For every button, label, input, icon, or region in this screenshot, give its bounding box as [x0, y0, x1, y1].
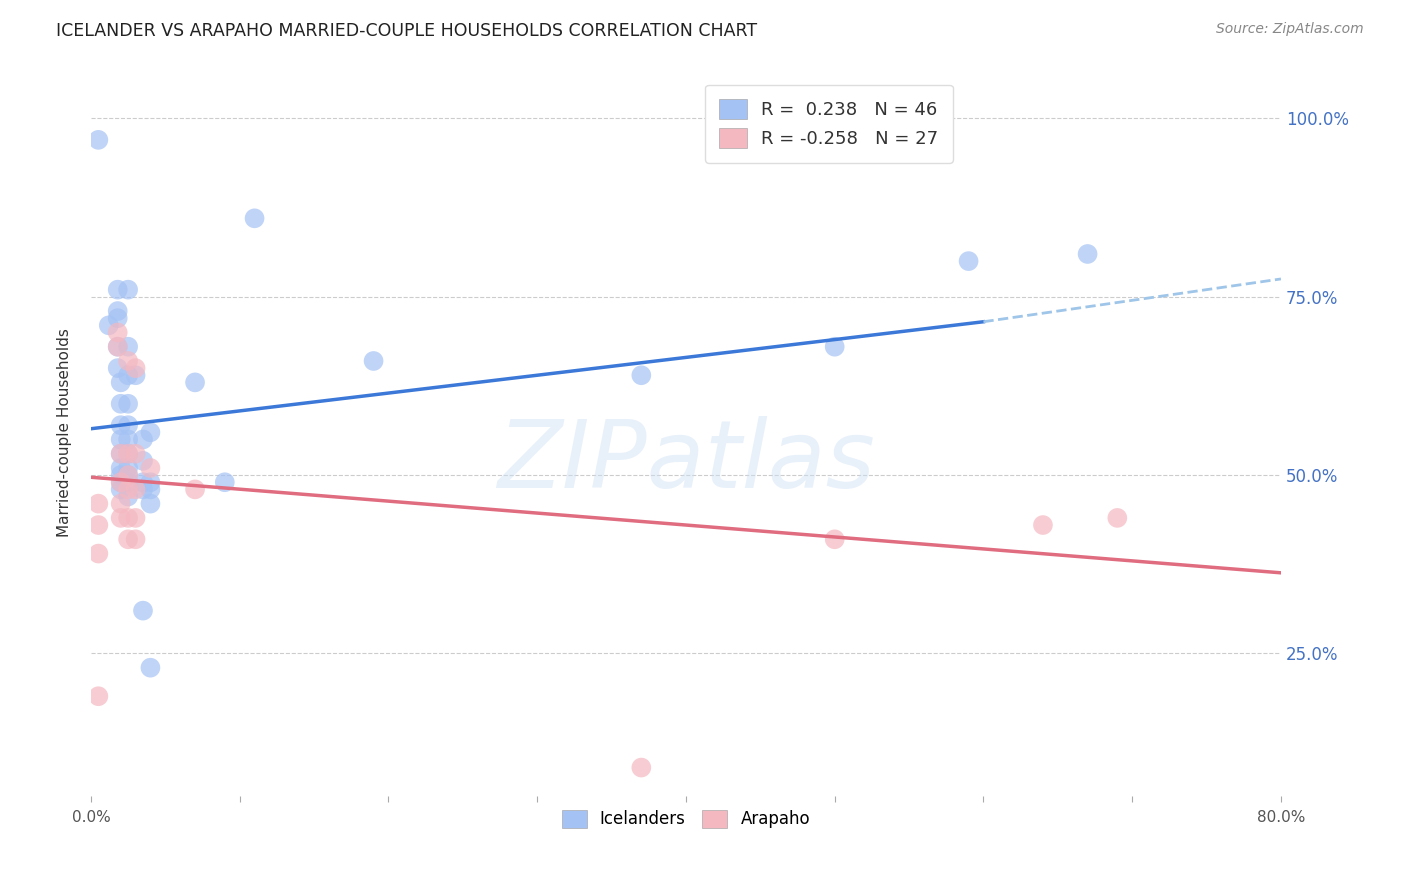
Point	[139, 497, 162, 511]
Point	[87, 133, 110, 147]
Point	[110, 447, 132, 461]
Point	[117, 533, 139, 547]
Point	[824, 340, 846, 354]
Point	[117, 418, 139, 433]
Text: ZIPatlas: ZIPatlas	[496, 416, 875, 507]
Point	[110, 397, 132, 411]
Point	[117, 475, 139, 490]
Point	[124, 511, 146, 525]
Point	[139, 425, 162, 440]
Point	[110, 483, 132, 497]
Legend: Icelanders, Arapaho: Icelanders, Arapaho	[555, 803, 817, 835]
Point	[124, 361, 146, 376]
Point	[110, 447, 132, 461]
Point	[110, 376, 132, 390]
Point	[117, 490, 139, 504]
Point	[117, 397, 139, 411]
Point	[110, 511, 132, 525]
Point	[139, 483, 162, 497]
Point	[124, 447, 146, 461]
Point	[117, 468, 139, 483]
Point	[214, 475, 236, 490]
Point	[363, 354, 385, 368]
Point	[117, 354, 139, 368]
Y-axis label: Married-couple Households: Married-couple Households	[58, 328, 72, 537]
Point	[87, 497, 110, 511]
Point	[139, 475, 162, 490]
Point	[630, 368, 652, 383]
Point	[243, 211, 266, 226]
Point	[117, 483, 139, 497]
Point	[110, 497, 132, 511]
Point	[1077, 247, 1099, 261]
Point	[110, 475, 132, 490]
Point	[97, 318, 120, 333]
Point	[132, 604, 155, 618]
Point	[110, 461, 132, 475]
Point	[117, 368, 139, 383]
Point	[132, 454, 155, 468]
Point	[107, 283, 129, 297]
Point	[107, 340, 129, 354]
Point	[184, 483, 207, 497]
Point	[117, 447, 139, 461]
Point	[957, 254, 980, 268]
Point	[107, 361, 129, 376]
Point	[1032, 518, 1054, 533]
Point	[139, 661, 162, 675]
Point	[107, 326, 129, 340]
Point	[132, 475, 155, 490]
Point	[87, 518, 110, 533]
Point	[117, 340, 139, 354]
Point	[110, 433, 132, 447]
Point	[124, 368, 146, 383]
Point	[1107, 511, 1129, 525]
Text: Source: ZipAtlas.com: Source: ZipAtlas.com	[1216, 22, 1364, 37]
Point	[139, 461, 162, 475]
Point	[184, 376, 207, 390]
Point	[117, 461, 139, 475]
Text: ICELANDER VS ARAPAHO MARRIED-COUPLE HOUSEHOLDS CORRELATION CHART: ICELANDER VS ARAPAHO MARRIED-COUPLE HOUS…	[56, 22, 758, 40]
Point	[87, 690, 110, 704]
Point	[110, 475, 132, 490]
Point	[107, 340, 129, 354]
Point	[117, 468, 139, 483]
Point	[124, 533, 146, 547]
Point	[630, 760, 652, 774]
Point	[107, 304, 129, 318]
Point	[117, 511, 139, 525]
Point	[117, 447, 139, 461]
Point	[110, 418, 132, 433]
Point	[117, 433, 139, 447]
Point	[110, 468, 132, 483]
Point	[132, 433, 155, 447]
Point	[107, 311, 129, 326]
Point	[117, 283, 139, 297]
Point	[824, 533, 846, 547]
Point	[87, 547, 110, 561]
Point	[132, 483, 155, 497]
Point	[124, 483, 146, 497]
